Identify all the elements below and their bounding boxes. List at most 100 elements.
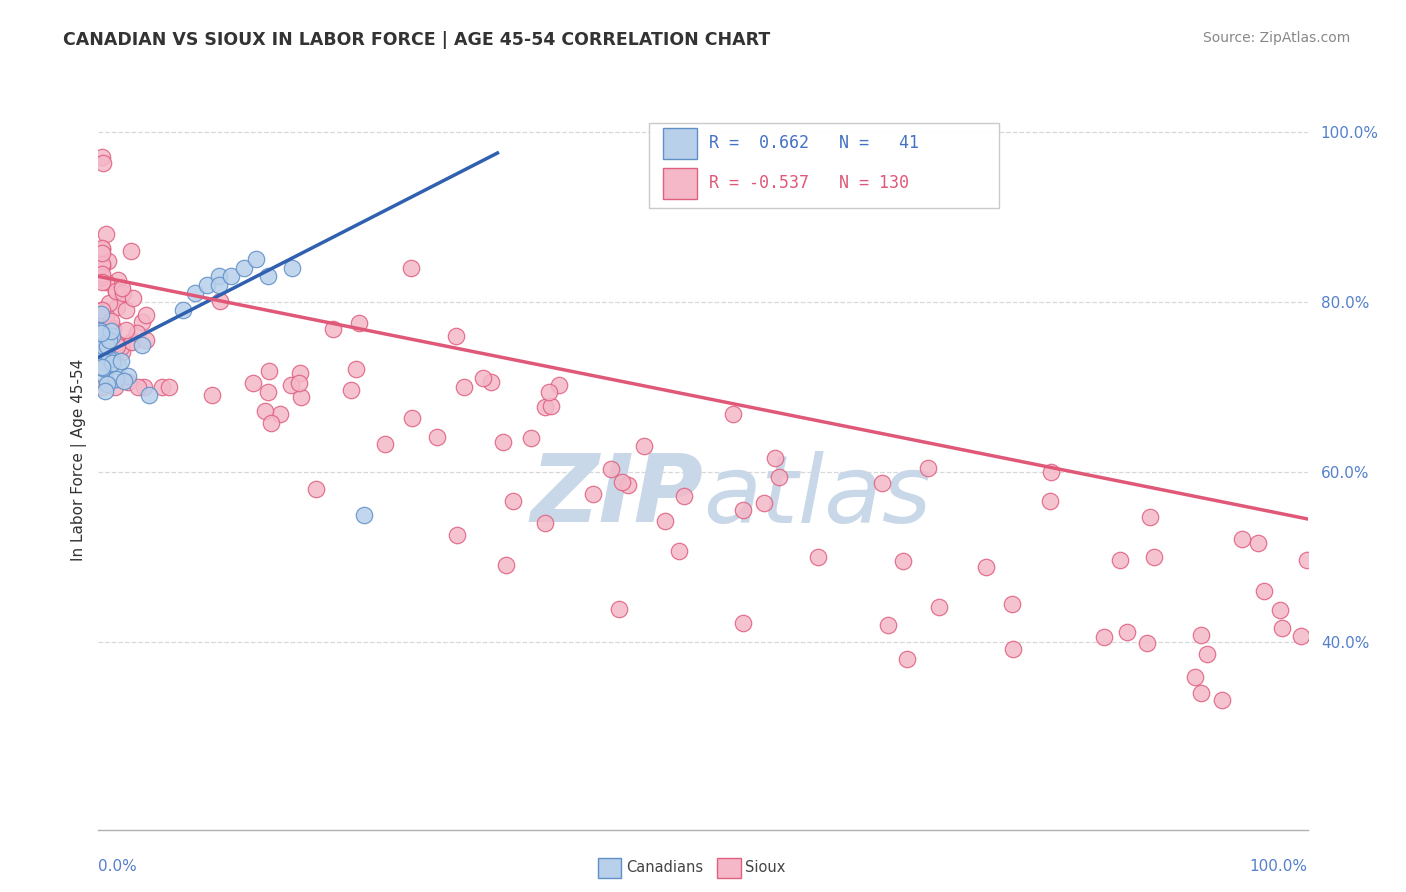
- Point: [117, 375, 139, 389]
- Point: [93, 339, 115, 353]
- Point: [654, 514, 676, 528]
- Point: [346, 361, 368, 376]
- Point: [201, 388, 224, 402]
- Point: [374, 437, 396, 451]
- Point: [1115, 625, 1137, 640]
- Point: [520, 431, 543, 445]
- Point: [444, 329, 467, 343]
- Point: [90, 326, 112, 341]
- Point: [288, 376, 311, 390]
- Point: [110, 354, 132, 368]
- Point: [280, 378, 302, 392]
- Point: [209, 293, 232, 308]
- Point: [91, 150, 114, 164]
- Point: [107, 359, 129, 373]
- Point: [115, 323, 138, 337]
- Point: [120, 244, 142, 258]
- Point: [97, 333, 120, 347]
- Point: [479, 376, 502, 390]
- Point: [1109, 553, 1132, 567]
- Point: [91, 275, 114, 289]
- Point: [538, 384, 561, 399]
- Point: [1268, 603, 1291, 617]
- Point: [121, 335, 143, 350]
- Point: [534, 516, 557, 531]
- Point: [891, 554, 914, 568]
- Point: [94, 309, 117, 323]
- Point: [105, 372, 128, 386]
- Point: [100, 352, 122, 367]
- Point: [242, 376, 264, 391]
- Point: [1211, 693, 1233, 707]
- Text: R =  0.662   N =   41: R = 0.662 N = 41: [709, 135, 920, 153]
- Text: 100.0%: 100.0%: [1250, 859, 1308, 874]
- Point: [93, 361, 115, 376]
- Point: [472, 371, 495, 385]
- Point: [581, 487, 603, 501]
- Text: ZIP: ZIP: [530, 450, 703, 542]
- Point: [281, 260, 304, 275]
- Point: [91, 321, 114, 335]
- Bar: [664, 168, 697, 199]
- Point: [93, 349, 115, 363]
- Text: Sioux: Sioux: [745, 860, 786, 874]
- Point: [105, 301, 128, 315]
- Point: [135, 333, 157, 347]
- Point: [195, 277, 218, 292]
- Point: [502, 493, 524, 508]
- Point: [91, 245, 114, 260]
- Point: [96, 377, 118, 392]
- Point: [110, 340, 132, 354]
- Point: [105, 339, 128, 353]
- Point: [763, 451, 786, 466]
- Point: [91, 257, 114, 271]
- Point: [290, 390, 312, 404]
- Point: [91, 303, 114, 318]
- Point: [534, 400, 557, 414]
- Point: [401, 411, 423, 425]
- Point: [1189, 686, 1212, 700]
- Point: [721, 407, 744, 421]
- Text: atlas: atlas: [703, 450, 931, 542]
- Point: [94, 328, 117, 343]
- Point: [495, 558, 517, 572]
- Point: [1271, 621, 1294, 635]
- Point: [339, 383, 361, 397]
- Point: [245, 252, 267, 267]
- Point: [673, 489, 696, 503]
- Text: Source: ZipAtlas.com: Source: ZipAtlas.com: [1202, 31, 1350, 45]
- Point: [184, 286, 207, 301]
- Point: [90, 360, 112, 375]
- Point: [91, 380, 114, 394]
- Point: [896, 652, 918, 666]
- Point: [1002, 641, 1025, 656]
- Point: [98, 352, 121, 367]
- Point: [492, 435, 515, 450]
- Point: [90, 346, 112, 360]
- Point: [305, 482, 328, 496]
- Point: [100, 328, 122, 343]
- Point: [91, 267, 114, 281]
- Point: [399, 260, 422, 275]
- Point: [90, 330, 112, 344]
- Point: [96, 339, 118, 353]
- Point: [111, 281, 134, 295]
- Point: [117, 368, 139, 383]
- Point: [127, 380, 149, 394]
- Point: [668, 544, 690, 558]
- Point: [104, 380, 127, 394]
- Point: [290, 366, 312, 380]
- Point: [232, 260, 254, 275]
- Point: [157, 380, 180, 394]
- Point: [257, 364, 280, 378]
- Point: [110, 289, 132, 303]
- Text: 0.0%: 0.0%: [98, 859, 138, 874]
- Point: [446, 527, 468, 541]
- Y-axis label: In Labor Force | Age 45-54: In Labor Force | Age 45-54: [72, 359, 87, 560]
- Point: [633, 439, 655, 453]
- Text: Canadians: Canadians: [626, 860, 703, 874]
- Point: [91, 302, 114, 317]
- Point: [269, 407, 291, 421]
- Point: [90, 307, 112, 321]
- Point: [1136, 635, 1159, 649]
